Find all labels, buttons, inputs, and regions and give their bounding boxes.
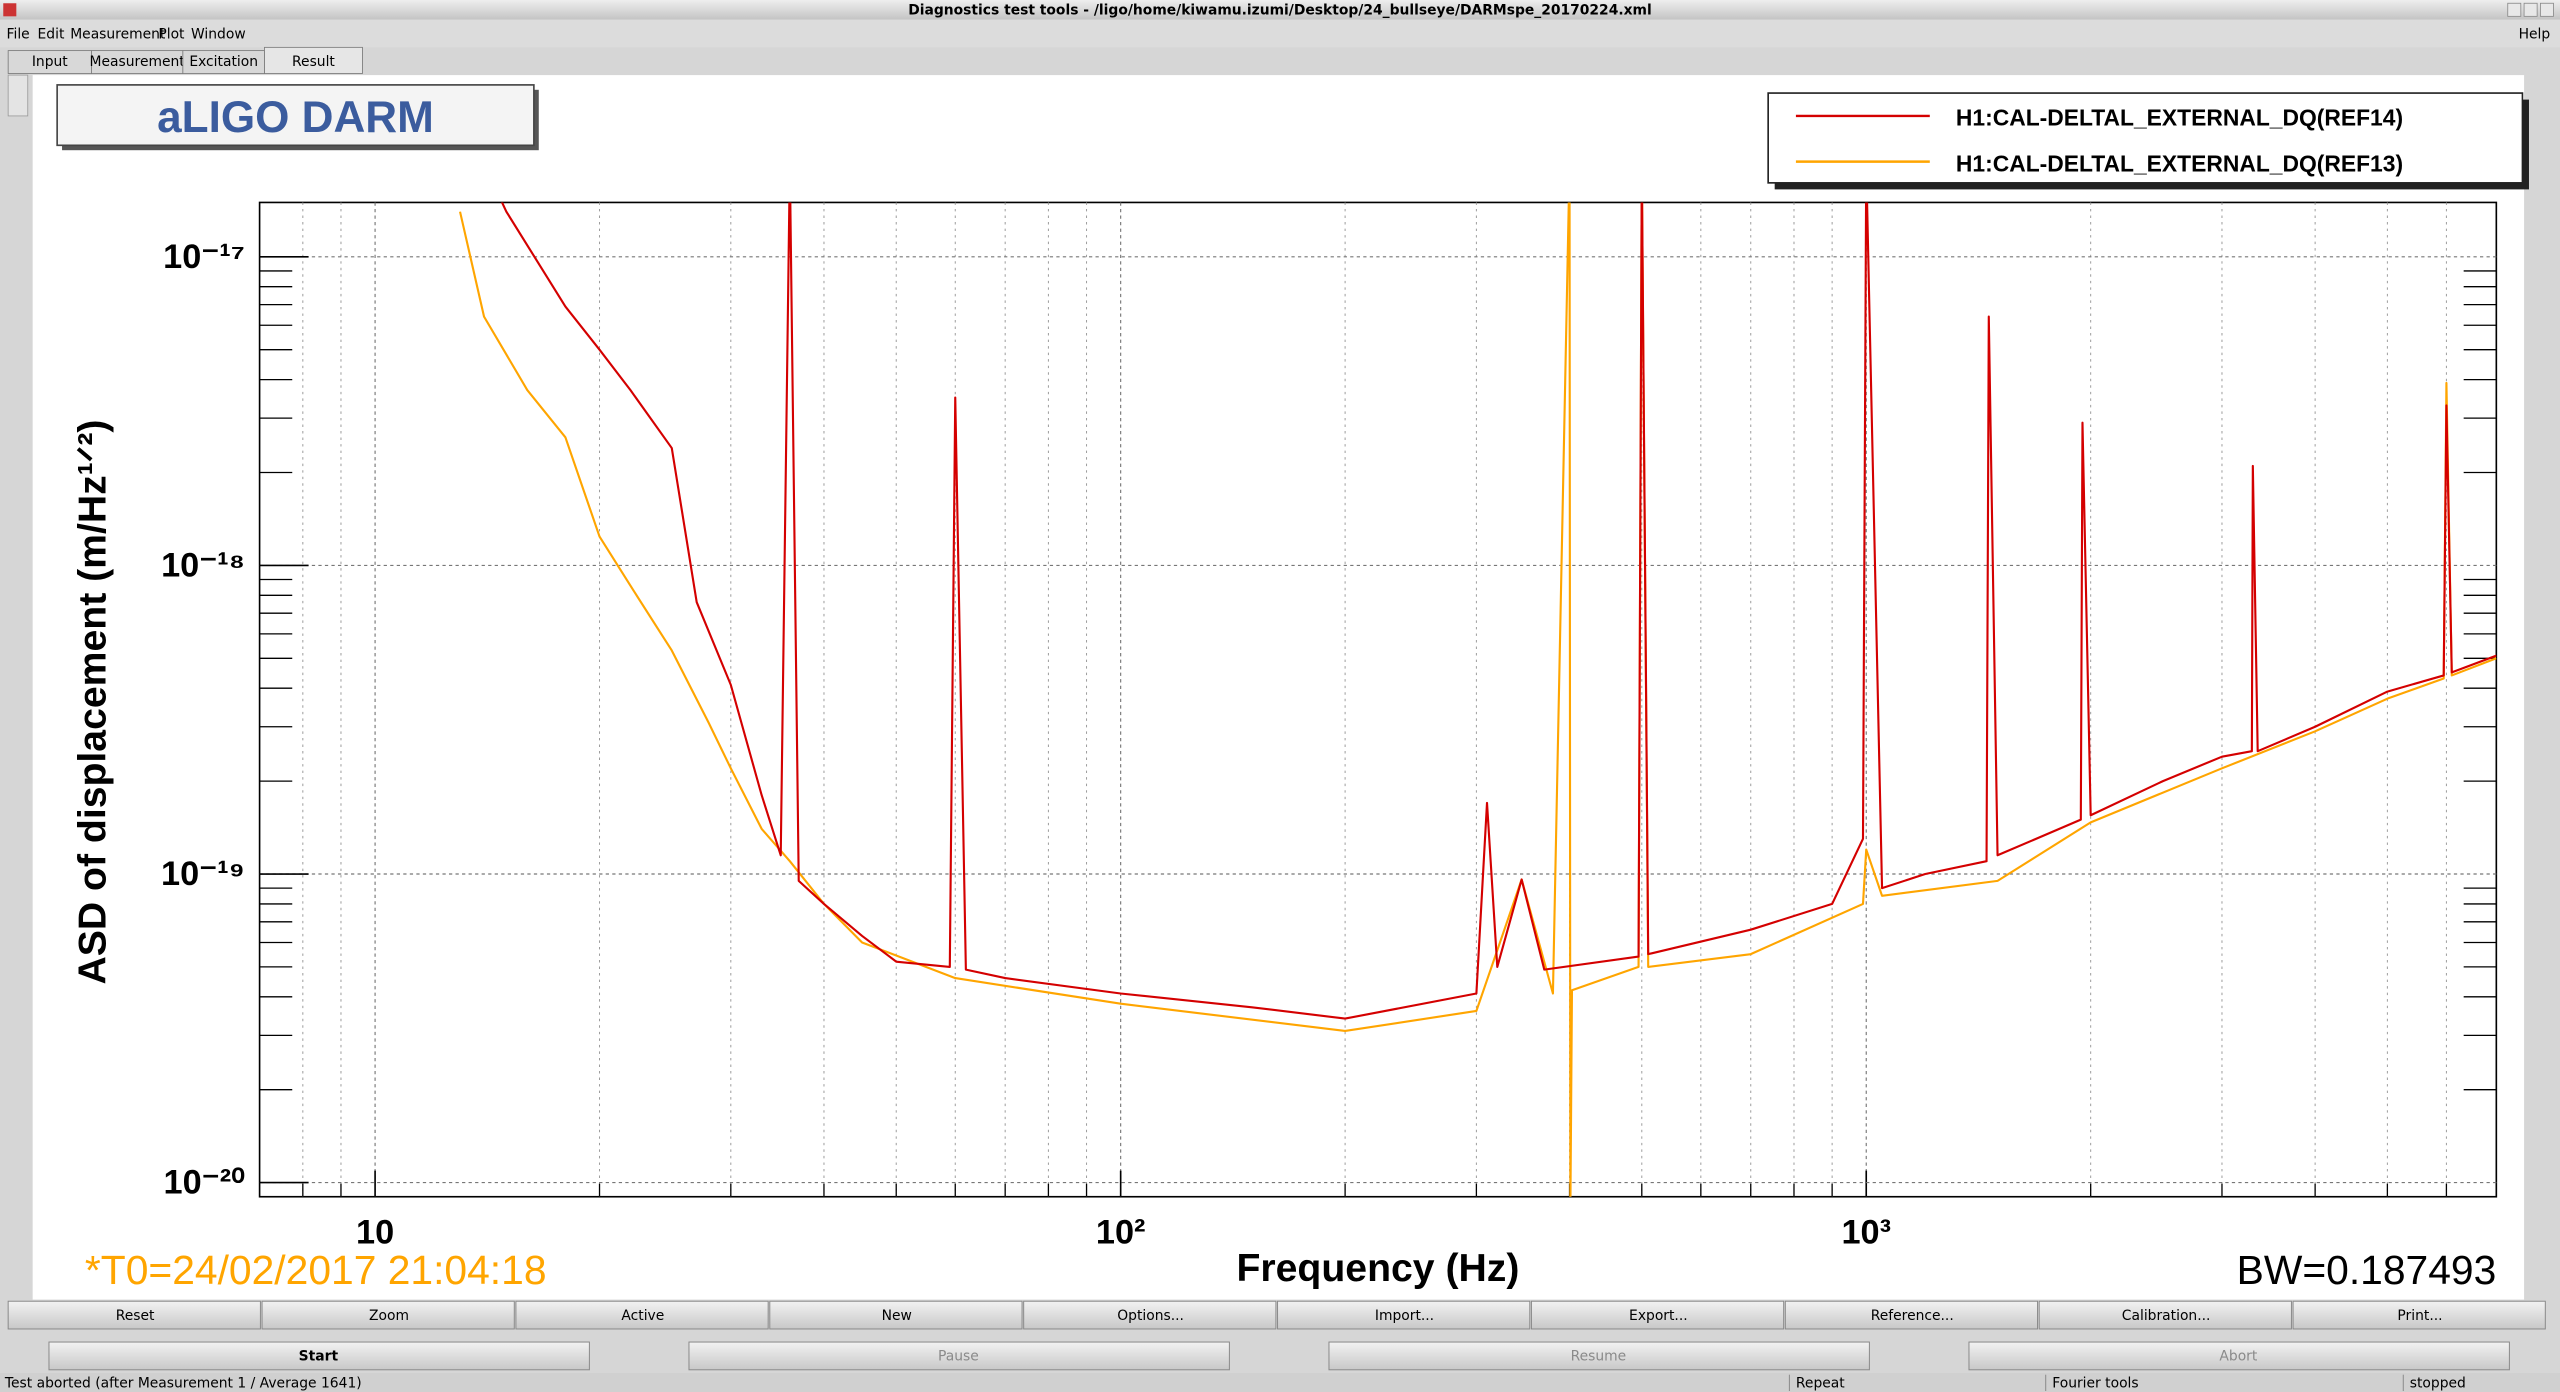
button[interactable]	[769, 1300, 1023, 1330]
legend	[1767, 92, 2524, 184]
labels: 10 10² 10³ 10⁻²⁰ 10⁻¹⁹ 10⁻¹⁸ 10⁻¹⁷ H1:CAL-DELTA…	[161, 105, 2403, 1252]
window-icon[interactable]	[3, 3, 17, 17]
y-axis-title: ASD of displacement (m/Hz¹ᐟ²)	[72, 420, 115, 985]
menu-item[interactable]: File	[7, 26, 30, 42]
plot-title: aLIGO DARM	[157, 93, 434, 142]
tab-label[interactable]: Measurement	[90, 54, 186, 70]
control-button	[688, 1341, 1230, 1371]
button[interactable]	[7, 1300, 261, 1330]
button-label[interactable]: Reset	[116, 1308, 155, 1324]
status-text: Fourier tools	[2052, 1376, 2138, 1392]
x-tick-label: 10³	[1841, 1214, 1891, 1252]
menu-item[interactable]: Measurement	[70, 26, 166, 42]
x-axis-title: Frequency (Hz)	[1236, 1247, 1519, 1290]
legend-label: H1:CAL-DELTAL_EXTERNAL_DQ(REF14)	[1956, 105, 2403, 131]
control-label: Abort	[2219, 1349, 2257, 1365]
tab[interactable]	[264, 46, 363, 74]
button[interactable]	[2292, 1300, 2546, 1330]
control-button[interactable]	[48, 1341, 590, 1371]
series-line	[500, 202, 2497, 1020]
status-text: Repeat	[1796, 1376, 1845, 1392]
button[interactable]	[1023, 1300, 1277, 1330]
close-button[interactable]	[2540, 2, 2554, 17]
status-text: stopped	[2410, 1376, 2466, 1392]
tab-label[interactable]: Result	[292, 54, 335, 70]
button[interactable]	[515, 1300, 769, 1330]
title-box	[56, 84, 535, 147]
menu-item[interactable]: Window	[191, 26, 246, 42]
x-tick-label: 10²	[1096, 1214, 1146, 1252]
button-label[interactable]: Print...	[2397, 1308, 2442, 1324]
button-label[interactable]: Reference...	[1871, 1308, 1954, 1324]
control-label: Pause	[938, 1349, 979, 1365]
control-button	[1328, 1341, 1870, 1371]
data-area	[458, 202, 2497, 1197]
bandwidth-label: BW=0.187493	[2237, 1247, 2497, 1293]
menu-bar	[0, 19, 2560, 48]
y-tick-label: 10⁻²⁰	[164, 1164, 246, 1202]
y-tick-label: 10⁻¹⁸	[161, 546, 245, 584]
button-label[interactable]: Import...	[1375, 1308, 1434, 1324]
status-bar	[0, 1373, 2560, 1392]
button[interactable]	[261, 1300, 515, 1330]
title-bar	[0, 0, 2560, 20]
y-tick-label: 10⁻¹⁷	[163, 238, 245, 276]
maximize-button[interactable]	[2523, 2, 2538, 17]
control-label[interactable]: Start	[299, 1349, 339, 1365]
button[interactable]	[1530, 1300, 1785, 1330]
button-label[interactable]: Active	[621, 1308, 664, 1324]
control-label: Resume	[1571, 1349, 1627, 1365]
help-menu[interactable]: Help	[2519, 26, 2551, 42]
button-label[interactable]: Export...	[1629, 1308, 1688, 1324]
status-text: Test aborted (after Measurement 1 / Aver…	[4, 1376, 362, 1392]
minimize-button[interactable]	[2507, 2, 2522, 17]
tab-label[interactable]: Input	[32, 54, 68, 70]
control-button	[1968, 1341, 2510, 1371]
window-title: Diagnostics test tools - /ligo/home/kiwa…	[908, 3, 1652, 19]
button-label[interactable]: Zoom	[369, 1308, 409, 1324]
button[interactable]	[2038, 1300, 2292, 1330]
tab-label[interactable]: Excitation	[189, 54, 258, 70]
plot-area	[258, 201, 2498, 1198]
menu-item[interactable]: Edit	[38, 26, 65, 42]
scroll-control[interactable]	[7, 74, 29, 117]
button[interactable]	[1784, 1300, 2039, 1330]
x-tick-label: 10	[356, 1214, 394, 1252]
t0-label: *T0=24/02/2017 21:04:18	[85, 1247, 547, 1293]
series-line	[458, 202, 2497, 1197]
y-tick-label: 10⁻¹⁹	[161, 855, 245, 893]
button[interactable]	[1277, 1300, 1531, 1330]
button-label[interactable]: Options...	[1117, 1308, 1184, 1324]
menu-item[interactable]: Plot	[158, 26, 185, 42]
button-label[interactable]: New	[882, 1308, 912, 1324]
legend-label: H1:CAL-DELTAL_EXTERNAL_DQ(REF13)	[1956, 150, 2403, 176]
button-label[interactable]: Calibration...	[2122, 1308, 2211, 1324]
